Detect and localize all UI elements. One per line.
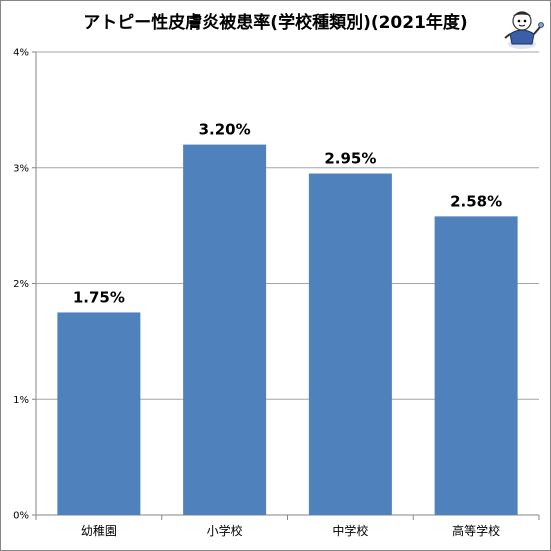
bar [183, 144, 267, 515]
x-tick-label: 高等学校 [452, 523, 500, 538]
y-tick-label: 3% [13, 163, 29, 174]
data-label: 1.75% [73, 288, 125, 306]
mascot-icon [504, 11, 544, 49]
chart-title: アトピー性皮膚炎被患率(学校種類別)(2021年度) [83, 13, 468, 33]
data-label: 2.58% [450, 192, 502, 210]
x-tick-label: 幼稚園 [81, 524, 117, 538]
y-tick-label: 1% [13, 395, 29, 406]
data-label: 3.20% [199, 121, 251, 139]
bar [57, 312, 141, 515]
x-tick-label: 小学校 [207, 523, 243, 538]
y-tick-label: 2% [13, 279, 29, 290]
data-label: 2.95% [324, 150, 376, 168]
bar [434, 216, 518, 516]
bar [308, 173, 392, 515]
y-tick-label: 4% [13, 48, 29, 59]
x-tick-label: 中学校 [332, 523, 368, 538]
y-tick-label: 0% [13, 511, 29, 522]
